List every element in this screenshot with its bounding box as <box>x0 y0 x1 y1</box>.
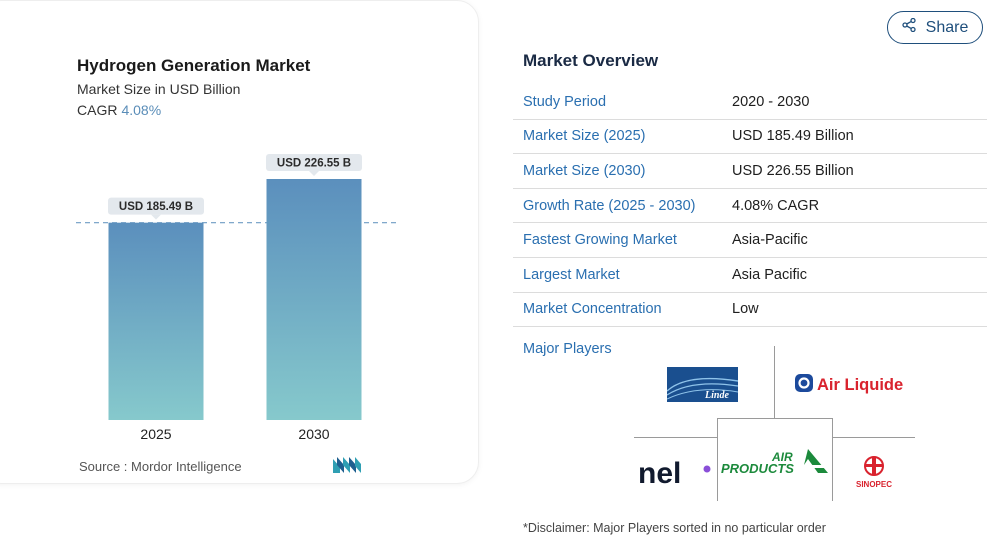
nel-logo[interactable]: nel <box>636 455 714 489</box>
overview-row-label[interactable]: Largest Market <box>523 266 620 283</box>
grid-divider <box>832 437 915 438</box>
data-label-pointer <box>151 214 161 220</box>
chart-source: Source : Mordor Intelligence <box>79 459 242 474</box>
overview-row-value: USD 226.55 Billion <box>732 162 854 179</box>
overview-row-label[interactable]: Growth Rate (2025 - 2030) <box>523 197 696 214</box>
grid-divider <box>832 418 833 501</box>
disclaimer-text: *Disclaimer: Major Players sorted in no … <box>523 521 826 535</box>
mordor-logo-icon <box>333 457 361 478</box>
share-button[interactable]: Share <box>887 11 983 44</box>
linde-logo[interactable]: Linde <box>667 367 738 402</box>
overview-row: Growth Rate (2025 - 2030) 4.08% CAGR <box>513 189 987 224</box>
share-icon <box>901 17 916 37</box>
overview-row-label[interactable]: Market Size (2030) <box>523 162 646 179</box>
overview-row: Market Size (2025) USD 185.49 Billion <box>513 120 987 155</box>
air-products-logo[interactable]: AIR PRODUCTS <box>720 447 832 477</box>
market-overview-title: Market Overview <box>523 51 659 70</box>
bar-chart: USD 185.49 B 2025 USD 226.55 B 2030 <box>76 154 398 442</box>
data-label: USD 226.55 B <box>277 158 351 170</box>
overview-row-value: Asia-Pacific <box>732 232 808 249</box>
major-players-label[interactable]: Major Players <box>523 341 612 357</box>
grid-divider <box>634 437 718 438</box>
data-label-bg <box>108 197 204 215</box>
overview-row: Fastest Growing Market Asia-Pacific <box>513 223 987 258</box>
overview-row-label[interactable]: Fastest Growing Market <box>523 232 677 249</box>
data-label: USD 185.49 B <box>119 201 193 213</box>
data-label-bg <box>266 154 362 171</box>
sinopec-logo-text: SINOPEC <box>856 480 892 489</box>
overview-row: Study Period 2020 - 2030 <box>513 85 987 120</box>
cagr-value: 4.08% <box>121 102 162 118</box>
overview-row-value: Asia Pacific <box>732 266 807 283</box>
overview-row-label[interactable]: Market Size (2025) <box>523 128 646 145</box>
chart-title: Hydrogen Generation Market <box>77 56 311 75</box>
air-products-logo-text-2: PRODUCTS <box>721 461 794 476</box>
share-label: Share <box>925 18 969 36</box>
nel-logo-text: nel <box>638 457 681 489</box>
grid-divider <box>717 418 718 501</box>
cagr-label: CAGR <box>77 102 118 118</box>
air-products-logo-text-1: AIR <box>771 450 793 464</box>
air-liquide-logo-text: Air Liquide <box>817 376 903 394</box>
overview-row: Largest Market Asia Pacific <box>513 258 987 293</box>
chart-subtitle: Market Size in USD Billion <box>77 81 241 97</box>
bar-2030 <box>266 179 362 420</box>
cagr-line: CAGR 4.08% <box>77 102 161 118</box>
market-overview-table: Study Period 2020 - 2030 Market Size (20… <box>513 85 987 328</box>
air-liquide-logo[interactable]: Air Liquide <box>793 370 913 396</box>
grid-divider <box>717 418 833 419</box>
bar-2025 <box>108 222 204 420</box>
overview-row: Market Concentration Low <box>513 293 987 328</box>
sinopec-logo[interactable]: SINOPEC <box>851 454 897 490</box>
overview-row-label[interactable]: Study Period <box>523 93 607 110</box>
x-tick-label: 2030 <box>298 426 329 442</box>
overview-row: Market Size (2030) USD 226.55 Billion <box>513 154 987 189</box>
linde-logo-text: Linde <box>704 390 729 401</box>
overview-row-label[interactable]: Market Concentration <box>523 301 662 318</box>
overview-row-value: 2020 - 2030 <box>732 93 810 110</box>
chart-card <box>0 0 479 484</box>
x-tick-label: 2025 <box>140 426 171 442</box>
overview-row-value: USD 185.49 Billion <box>732 128 854 145</box>
data-label-pointer <box>309 171 319 176</box>
grid-divider <box>774 346 775 418</box>
overview-row-value: Low <box>732 301 759 318</box>
overview-row-value: 4.08% CAGR <box>732 197 820 214</box>
